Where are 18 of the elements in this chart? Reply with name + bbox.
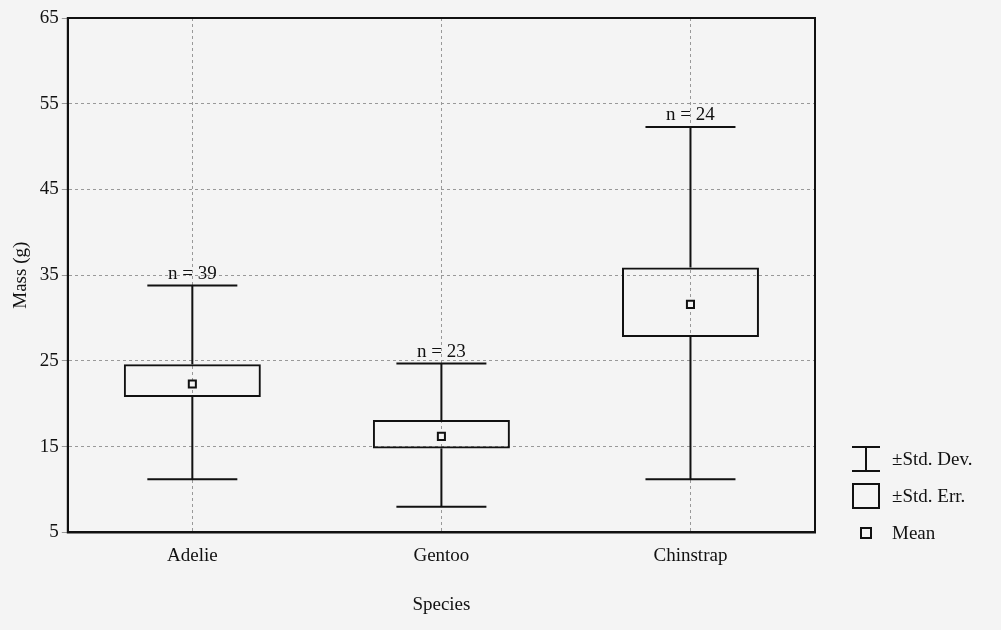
- text: ±Std. Err.: [892, 484, 966, 507]
- text: Mean: [892, 521, 936, 544]
- x-axis-title: Species: [412, 592, 471, 614]
- annotation: n = 24: [666, 103, 716, 125]
- y-tick-label: 15: [39, 434, 59, 456]
- x-tick-label: Gentoo: [413, 543, 470, 565]
- y-tick-label: 5: [49, 520, 59, 542]
- y-axis-title: Mass (g): [9, 241, 32, 309]
- y-tick-label: 45: [39, 177, 59, 199]
- y-tick-label: 35: [39, 263, 59, 285]
- annotation: n = 23: [417, 339, 466, 361]
- x-tick-label: Chinstrap: [653, 543, 728, 565]
- y-tick-label: 25: [39, 348, 59, 370]
- text: ±Std. Dev.: [892, 447, 973, 470]
- x-tick-label: Adelie: [167, 543, 218, 565]
- y-tick-label: 55: [39, 91, 59, 113]
- y-tick-label: 65: [39, 5, 59, 27]
- annotation: n = 39: [167, 261, 217, 283]
